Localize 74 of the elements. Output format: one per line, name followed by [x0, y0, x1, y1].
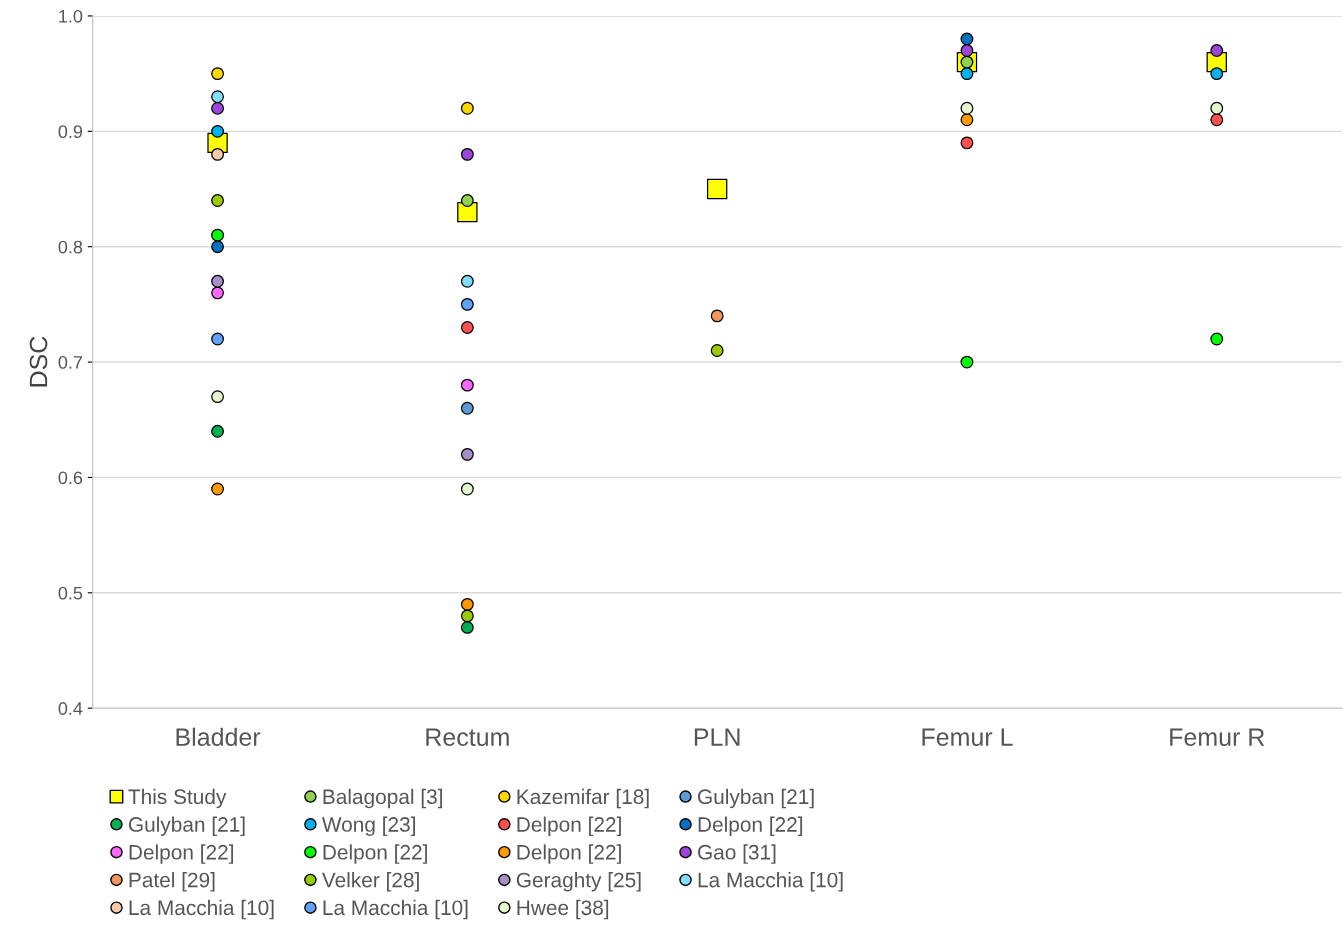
legend-label: Gulyban [21]	[128, 816, 245, 836]
y-tick-label: 0.5	[58, 586, 83, 600]
legend-label: Delpon [22]	[517, 844, 621, 864]
point	[211, 274, 225, 288]
point	[960, 32, 974, 46]
point	[211, 228, 225, 242]
legend-label: La Macchia [10]	[698, 872, 843, 892]
legend-label: Balagopal [3]	[323, 788, 442, 809]
point	[1210, 101, 1224, 115]
point	[1210, 44, 1224, 57]
point	[1210, 113, 1224, 127]
point	[211, 194, 225, 207]
point	[460, 597, 474, 611]
point	[460, 401, 474, 415]
point	[460, 101, 474, 115]
point	[211, 332, 225, 346]
legend-label: La Macchia [10]	[323, 899, 468, 920]
legend-label: Delpon [22]	[323, 844, 427, 864]
point	[211, 124, 225, 138]
legend-label: Gao [31]	[698, 844, 776, 864]
point	[706, 178, 728, 200]
point	[1210, 332, 1224, 346]
x-tick-label: Rectum	[426, 728, 509, 746]
point	[710, 309, 724, 323]
y-tick-label: 0.4	[58, 702, 83, 715]
legend-label: This Study	[128, 788, 227, 809]
point	[710, 344, 724, 357]
point	[460, 274, 474, 288]
point	[460, 321, 474, 334]
point	[460, 378, 474, 392]
legend-label: Delpon [22]	[129, 844, 233, 864]
point	[211, 90, 225, 104]
point	[460, 482, 474, 496]
legend-label: La Macchia [10]	[129, 899, 274, 920]
y-tick-label: 0.9	[58, 125, 83, 139]
point	[460, 297, 474, 311]
x-tick-label: Bladder	[176, 727, 261, 746]
legend-label: Geraghty [25]	[516, 872, 641, 892]
point	[211, 424, 225, 438]
y-tick-label: 0.6	[58, 471, 83, 485]
point	[460, 194, 474, 207]
point	[460, 147, 474, 161]
point	[960, 136, 974, 150]
legend-label: Velker [28]	[321, 872, 419, 892]
point	[211, 147, 225, 161]
legend-label: Gulyban [21]	[698, 788, 814, 809]
legend-label: Patel [29]	[129, 872, 215, 892]
point	[211, 286, 225, 300]
point	[1210, 67, 1224, 81]
x-tick-label: Femur L	[922, 728, 1013, 746]
y-tick-label: 0.8	[58, 240, 83, 254]
point	[211, 240, 225, 254]
point	[960, 355, 974, 369]
point	[211, 482, 225, 496]
y-tick-label: 1.0	[59, 9, 83, 23]
point	[960, 44, 974, 57]
point	[960, 101, 974, 115]
y-axis-title: DSC	[29, 336, 48, 387]
legend-label: Wong [23]	[321, 816, 415, 836]
legend-label: Delpon [22]	[698, 816, 803, 836]
point	[460, 447, 474, 461]
point	[211, 390, 225, 404]
x-tick-label: PLN	[694, 728, 740, 746]
point	[460, 609, 474, 623]
x-tick-label: Femur R	[1170, 728, 1265, 746]
legend-label: Hwee [38]	[517, 899, 609, 920]
point	[960, 113, 974, 127]
point	[460, 620, 474, 634]
point	[211, 101, 225, 115]
legend-label: Kazemifar [18]	[517, 788, 649, 809]
legend-label: Delpon [22]	[517, 816, 621, 836]
point	[211, 67, 225, 81]
point	[960, 67, 974, 81]
y-tick-label: 0.7	[58, 356, 83, 369]
